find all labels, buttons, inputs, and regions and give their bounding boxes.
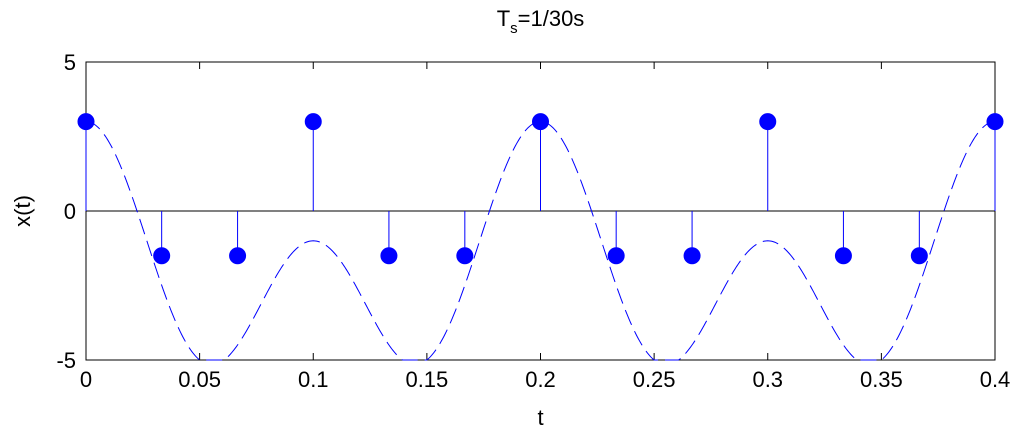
sample-point	[153, 247, 171, 265]
x-tick-label: 0	[80, 367, 92, 392]
plot-area: 0 0.05 0.1 0.15 0.2 0.25 0.3 0.35 0.4-505	[56, 50, 1010, 392]
x-tick-label: 0.4	[980, 367, 1011, 392]
sample-point	[683, 247, 701, 265]
y-tick-label: 0	[64, 199, 76, 224]
continuous-signal-line	[85, 121, 996, 361]
x-axis-title: t	[537, 405, 543, 430]
x-tick-label: 0.15	[405, 367, 448, 392]
y-tick-label: 5	[64, 50, 76, 75]
chart-title: Ts=1/30s	[497, 6, 585, 37]
title-main: T	[497, 6, 510, 31]
sample-point	[456, 247, 474, 265]
sample-point	[77, 113, 95, 131]
x-tick-label: 0.05	[178, 367, 221, 392]
y-tick-label: -5	[56, 348, 76, 373]
title-subscript: s	[510, 20, 518, 37]
sample-point	[834, 247, 852, 265]
x-tick-label: 0.2	[525, 367, 556, 392]
sample-point	[759, 113, 777, 131]
sample-point	[910, 247, 928, 265]
x-tick-label: 0.1	[298, 367, 329, 392]
sample-point	[304, 113, 322, 131]
sample-point	[532, 113, 549, 131]
sample-point	[229, 247, 247, 265]
sample-point	[380, 247, 398, 265]
title-rest: =1/30s	[518, 6, 585, 31]
x-tick-label: 0.35	[860, 367, 903, 392]
sample-point	[607, 247, 625, 265]
x-tick-label: 0.25	[633, 367, 676, 392]
sample-point	[986, 113, 1004, 131]
y-axis-title: x(t)	[10, 195, 35, 227]
x-tick-label: 0.3	[752, 367, 783, 392]
